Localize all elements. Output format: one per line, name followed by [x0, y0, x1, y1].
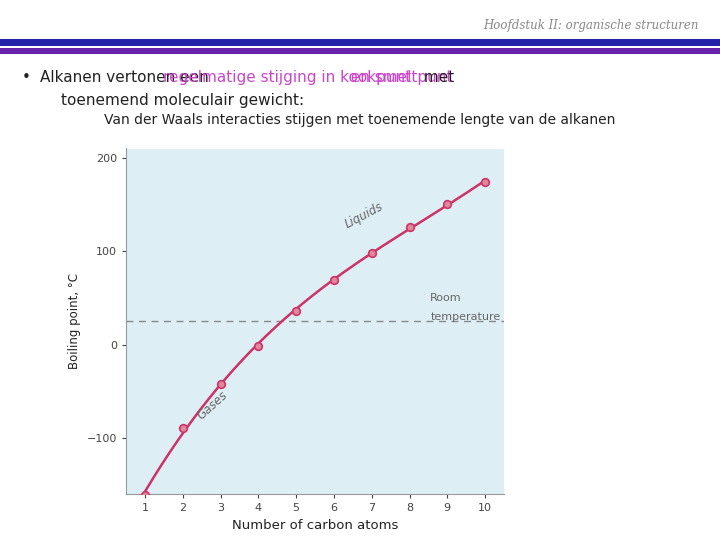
Text: regelmatige stijging in kookpunt: regelmatige stijging in kookpunt — [163, 70, 412, 85]
Y-axis label: Boiling point, °C: Boiling point, °C — [68, 273, 81, 369]
Text: Alkanen vertonen een: Alkanen vertonen een — [40, 70, 213, 85]
Text: Van der Waals interacties stijgen met toenemende lengte van de alkanen: Van der Waals interacties stijgen met to… — [104, 113, 616, 127]
FancyBboxPatch shape — [0, 48, 720, 54]
Text: toenemend moleculair gewicht:: toenemend moleculair gewicht: — [61, 93, 305, 108]
Text: temperature: temperature — [431, 312, 500, 322]
Text: Hoofdstuk II: organische structuren: Hoofdstuk II: organische structuren — [483, 19, 698, 32]
Text: en smeltpunt: en smeltpunt — [341, 70, 453, 85]
Text: Liquids: Liquids — [343, 200, 386, 231]
X-axis label: Number of carbon atoms: Number of carbon atoms — [232, 519, 398, 532]
FancyBboxPatch shape — [0, 39, 720, 46]
Text: met: met — [419, 70, 454, 85]
Text: •: • — [22, 70, 30, 85]
Text: Room: Room — [431, 293, 462, 303]
Text: Gases: Gases — [195, 389, 230, 422]
